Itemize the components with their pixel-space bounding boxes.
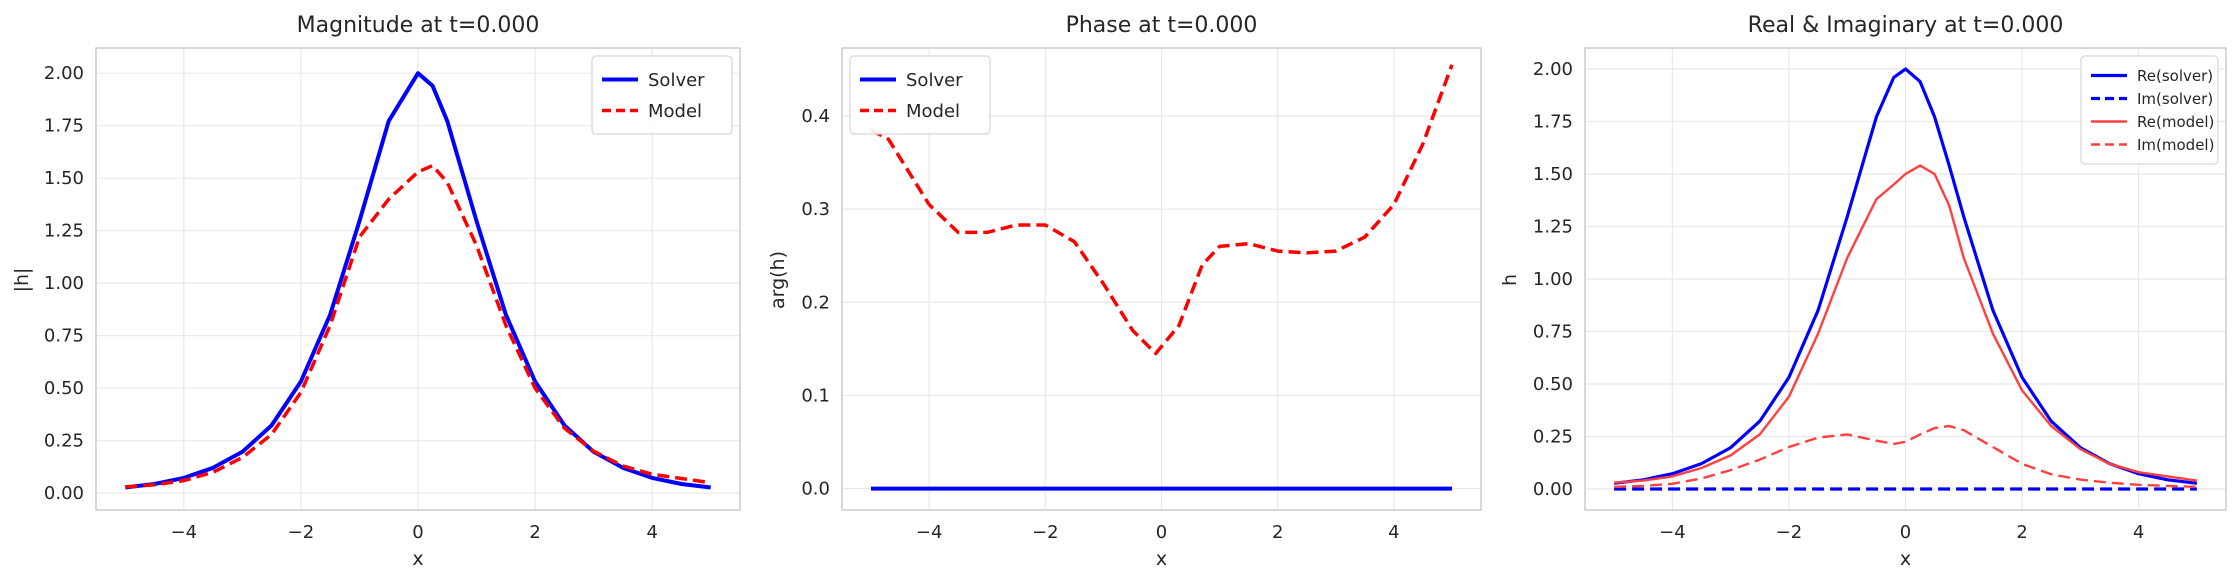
phase-x-tick-label: −4 (916, 522, 943, 543)
real-imaginary-y-tick-label: 1.00 (1533, 269, 1573, 290)
magnitude-y-tick-label: 1.25 (44, 221, 84, 242)
phase-series-line (870, 64, 1454, 356)
real-imaginary-series-line (1614, 164, 2198, 484)
magnitude-ylabel: |h| (11, 268, 33, 293)
phase-panel: Phase at t=0.000 x arg(h) −4 −2 0 2 4 0.0 0.1 0… (767, 13, 1482, 570)
real-imaginary-panel: Real & Imaginary at t=0.000 x h −4 −2 0 2 4 0… (1499, 13, 2227, 570)
real-imaginary-x-tick-label: −4 (1659, 522, 1686, 543)
magnitude-axes-frame (95, 47, 741, 511)
phase-y-tick-label: 0.4 (801, 106, 830, 127)
real-imaginary-series-line (1614, 424, 2197, 489)
magnitude-y-tick-label: 1.00 (44, 273, 84, 294)
magnitude-xlabel: x (412, 548, 423, 570)
real-imaginary-y-tick-label: 2.00 (1533, 59, 1573, 80)
phase-title: Phase at t=0.000 (1066, 13, 1258, 38)
real-imaginary-ylabel: h (1499, 274, 1521, 286)
real-imaginary-legend-label: Re(solver) (2137, 67, 2213, 85)
phase-ylabel: arg(h) (767, 251, 789, 309)
magnitude-legend-label: Model (648, 101, 702, 122)
magnitude-y-tick-label: 2.00 (44, 63, 84, 84)
magnitude-title: Magnitude at t=0.000 (297, 13, 540, 38)
magnitude-y-tick-label: 0.00 (44, 483, 84, 504)
magnitude-legend (591, 55, 733, 135)
magnitude-y-tick-label: 0.50 (44, 378, 84, 399)
phase-x-tick-label: 4 (1388, 522, 1399, 543)
real-imaginary-title: Real & Imaginary at t=0.000 (1748, 13, 2064, 38)
phase-y-tick-label: 0.1 (801, 385, 830, 406)
real-imaginary-legend (2080, 55, 2219, 165)
phase-axes-frame (841, 47, 1482, 511)
real-imaginary-y-tick-label: 0.25 (1533, 427, 1573, 448)
real-imaginary-x-tick-label: 0 (1900, 522, 1911, 543)
phase-y-tick-label: 0.0 (801, 479, 830, 500)
real-imaginary-x-tick-label: 4 (2133, 522, 2144, 543)
phase-y-tick-label: 0.2 (801, 292, 830, 313)
magnitude-x-tick-label: 0 (412, 522, 423, 543)
magnitude-x-tick-label: 4 (646, 522, 657, 543)
phase-x-tick-label: 0 (1156, 522, 1167, 543)
real-imaginary-y-tick-label: 1.75 (1533, 112, 1573, 133)
real-imaginary-y-tick-label: 0.75 (1533, 322, 1573, 343)
real-imaginary-axes-frame (1584, 47, 2227, 511)
real-imaginary-legend-label: Im(solver) (2137, 90, 2213, 108)
real-imaginary-y-tick-label: 0.00 (1533, 479, 1573, 500)
real-imaginary-y-tick-label: 1.50 (1533, 164, 1573, 185)
phase-xlabel: x (1156, 548, 1167, 570)
magnitude-y-tick-label: 1.75 (44, 116, 84, 137)
real-imaginary-legend-label: Re(model) (2137, 113, 2214, 131)
magnitude-panel: Magnitude at t=0.000 x |h| −4 −2 0 2 4 0.00 0.… (11, 13, 741, 570)
magnitude-y-tick-label: 0.25 (44, 431, 84, 452)
phase-legend (849, 55, 991, 135)
magnitude-series-line (125, 163, 711, 489)
magnitude-x-tick-label: −4 (171, 522, 198, 543)
phase-legend-label: Solver (906, 70, 963, 91)
real-imaginary-y-tick-label: 1.25 (1533, 217, 1573, 238)
real-imaginary-xlabel: x (1900, 548, 1911, 570)
real-imaginary-y-tick-label: 0.50 (1533, 374, 1573, 395)
phase-x-tick-label: −2 (1032, 522, 1059, 543)
real-imaginary-x-tick-label: −2 (1776, 522, 1803, 543)
real-imaginary-legend-label: Im(model) (2137, 136, 2214, 154)
magnitude-legend-label: Solver (648, 70, 705, 91)
phase-y-tick-label: 0.3 (801, 199, 830, 220)
magnitude-x-tick-label: 2 (529, 522, 540, 543)
magnitude-y-tick-label: 1.50 (44, 168, 84, 189)
phase-x-tick-label: 2 (1272, 522, 1283, 543)
magnitude-y-tick-label: 0.75 (44, 326, 84, 347)
real-imaginary-x-tick-label: 2 (2016, 522, 2027, 543)
magnitude-x-tick-label: −2 (288, 522, 315, 543)
phase-legend-label: Model (906, 101, 960, 122)
